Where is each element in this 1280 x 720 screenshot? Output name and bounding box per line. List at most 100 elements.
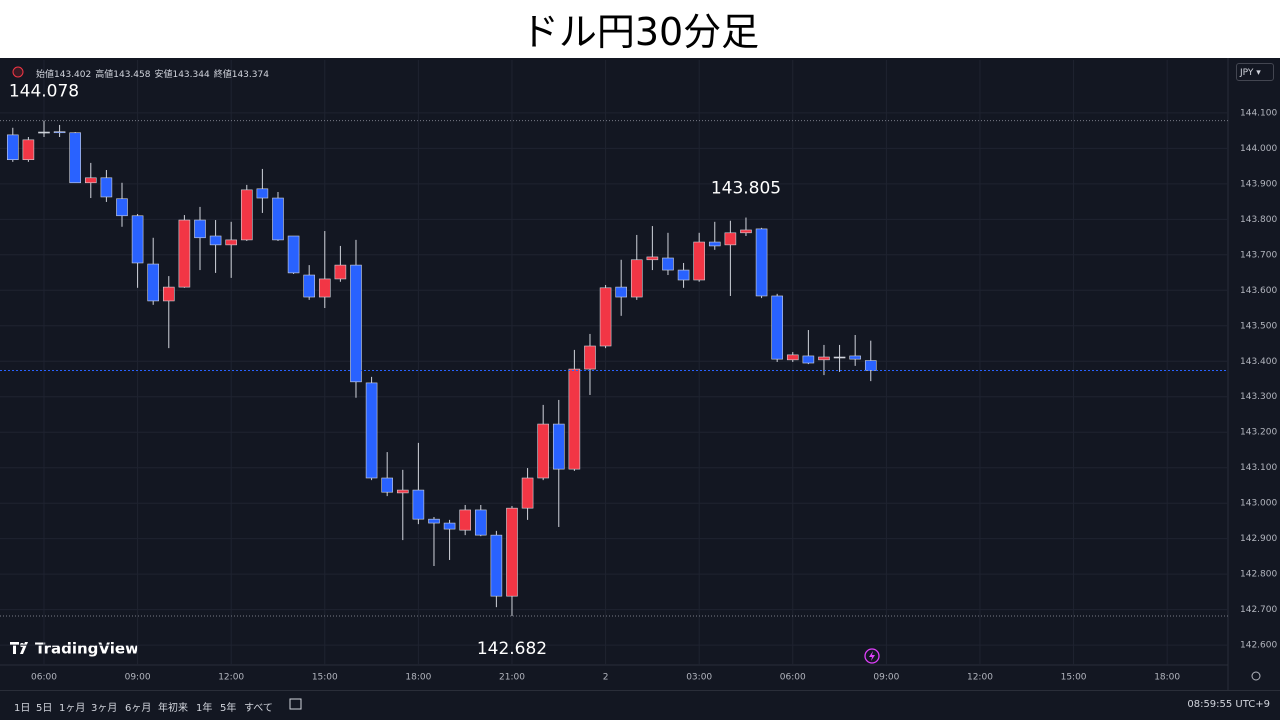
y-tick-label: 143.200 [1240, 428, 1277, 438]
ohlc-value: 143.458 [113, 70, 151, 80]
page-title: ドル円30分足 [520, 10, 760, 54]
candle-body [147, 263, 159, 302]
candle-body [459, 509, 471, 531]
brand-text: TradingView [35, 640, 139, 658]
x-tick-label: 06:00 [31, 673, 57, 683]
y-tick-label: 142.800 [1240, 570, 1277, 580]
range-button[interactable]: 1ヶ月 [59, 703, 86, 714]
candle-body [864, 360, 877, 371]
x-tick-label: 18:00 [405, 673, 431, 683]
candle-body [209, 235, 222, 246]
y-tick-label: 143.300 [1240, 392, 1277, 402]
calendar-frame [289, 698, 302, 710]
x-tick-label: 15:00 [312, 673, 338, 683]
candle-body [552, 423, 565, 470]
range-button[interactable]: 6ヶ月 [125, 703, 152, 714]
candle-body [318, 278, 331, 298]
candle-body [272, 197, 284, 241]
range-button[interactable]: 年初来 [158, 703, 188, 714]
y-tick-label: 143.100 [1240, 463, 1277, 473]
y-tick-label: 143.500 [1240, 321, 1277, 331]
candle-body [365, 382, 378, 479]
candle-body [53, 131, 66, 134]
ohlc-name: 安値 [154, 70, 173, 80]
x-tick-label: 09:00 [873, 673, 899, 683]
x-tick-label: 2 [603, 673, 609, 683]
candle-body [100, 177, 113, 198]
candle-body [396, 489, 409, 494]
candle-body [537, 423, 549, 479]
range-button[interactable]: 5年 [220, 703, 237, 714]
lightning-icon [864, 648, 880, 664]
x-tick-label: 15:00 [1061, 673, 1087, 683]
icon-circle [864, 648, 880, 664]
candle-body [22, 139, 35, 161]
candle-body [568, 368, 581, 470]
y-tick-label: 143.800 [1240, 215, 1277, 225]
x-tick-label: 12:00 [967, 673, 993, 683]
candle-body [84, 177, 97, 184]
ohlc-value: 143.344 [172, 70, 210, 80]
candle-body [506, 507, 518, 597]
candle-body [599, 287, 612, 347]
range-button[interactable]: 1年 [196, 703, 213, 714]
x-tick-label: 21:00 [499, 673, 525, 683]
candle-body [755, 228, 768, 297]
candle-body [287, 235, 300, 274]
ohlc-header: 始値143.402 高値143.458 安値143.344 終値143.374 [36, 67, 273, 80]
candle-body [818, 356, 830, 361]
candle-body [630, 259, 643, 298]
chart-background [0, 58, 1280, 690]
candle-body [178, 219, 191, 288]
candle-body [256, 188, 269, 199]
range-button[interactable]: 1日 [14, 703, 31, 714]
clock: 08:59:55 UTC+9 [1187, 699, 1270, 710]
annotation-label: 143.805 [711, 179, 781, 199]
settings-icon[interactable] [1251, 671, 1261, 681]
range-button[interactable]: 3ヶ月 [91, 703, 118, 714]
x-tick-label: 18:00 [1154, 673, 1180, 683]
icon-bolt [869, 651, 875, 661]
calendar-icon[interactable] [289, 697, 303, 711]
ohlc-name: 終値 [213, 70, 232, 80]
range-button[interactable]: すべて [244, 703, 273, 714]
ohlc-name: 始値 [36, 70, 55, 80]
chart: TradingView 142.600 142.700 142.800 142.900… [0, 58, 1280, 690]
candle-body [708, 241, 721, 247]
ohlc-name: 高値 [95, 70, 114, 80]
candle-body [474, 509, 487, 536]
candle-body [412, 489, 425, 520]
bottom-toolbar: 08:59:55 UTC+9 1日 5日 1ヶ月 3ヶ月 6ヶ月 年初来 1年 5年 すべて [0, 690, 1280, 720]
y-tick-label: 143.600 [1240, 286, 1277, 296]
currency-label: JPY [1240, 68, 1254, 78]
y-tick-label: 143.900 [1240, 179, 1277, 189]
candle-body [833, 356, 846, 359]
candle-body [693, 241, 705, 281]
candle-body [6, 134, 19, 161]
x-tick-label: 03:00 [686, 673, 712, 683]
candle-body [849, 355, 861, 360]
candle-body [194, 219, 206, 239]
grid [0, 60, 1228, 665]
candle-body [38, 131, 50, 134]
candle-body [677, 269, 690, 281]
x-tick-label: 12:00 [218, 673, 244, 683]
range-button[interactable]: 5日 [36, 703, 53, 714]
candle-body [225, 239, 237, 246]
candle-body [521, 477, 534, 509]
candle-body [428, 518, 440, 524]
y-tick-label: 142.600 [1240, 641, 1277, 651]
y-tick-label: 143.700 [1240, 250, 1277, 260]
y-tick-label: 144.000 [1240, 144, 1277, 154]
candle-body [240, 189, 253, 241]
annotation-label: 142.682 [477, 639, 547, 659]
candle-body [662, 257, 674, 271]
candle-body [646, 256, 659, 261]
currency-button[interactable]: JPY ▾ [1236, 63, 1274, 81]
ohlc-value: 143.374 [231, 70, 269, 80]
x-tick-label: 06:00 [780, 673, 806, 683]
candle-body [740, 229, 752, 234]
candle-body [771, 295, 783, 360]
candle-body [334, 264, 347, 280]
